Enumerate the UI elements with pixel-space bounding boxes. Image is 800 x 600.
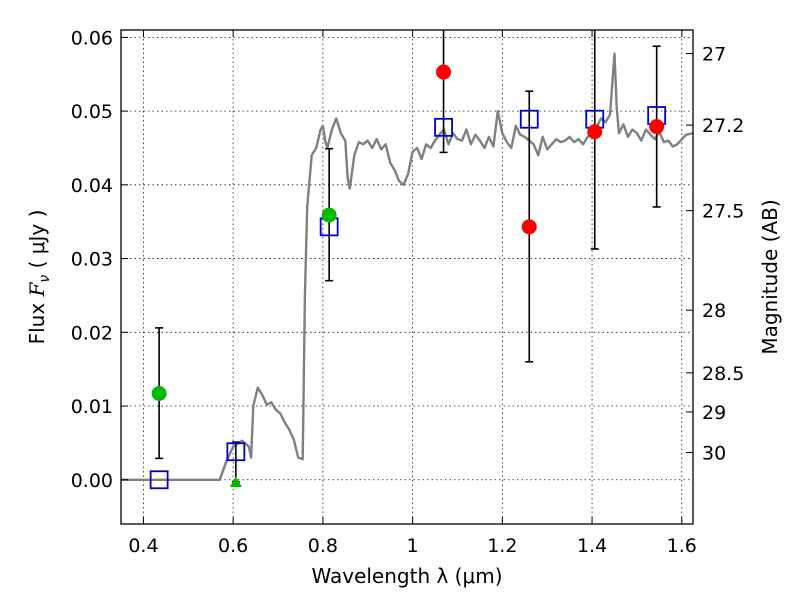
y-tick-label: 0.03 [71,249,113,271]
observed-flux-point [521,219,537,235]
observed-flux-point [649,119,665,135]
y-tick-label: 0.00 [71,470,113,492]
x-tick-label: 1 [407,535,419,557]
x-tick-label: 0.6 [218,535,248,557]
x-axis-title: Wavelength λ (μm) [311,564,502,588]
magnitude-tick-label: 30 [702,442,726,464]
y-axis-title-subscript: ν [37,275,53,283]
model-flux-square [149,470,169,490]
model-flux-square [519,109,539,129]
magnitude-tick-label: 29 [702,402,726,424]
plot-frame [120,29,694,525]
y-tick-label: 0.04 [71,175,113,197]
observed-flux-point [436,64,452,80]
observed-flux-point [321,207,337,223]
x-tick-label: 0.4 [128,535,158,557]
x-tick-label: 0.8 [308,535,338,557]
observed-flux-point [151,385,167,401]
y-tick-label: 0.02 [71,322,113,344]
y-axis-title-symbol: F [25,281,49,297]
x-tick-label: 1.6 [667,535,697,557]
magnitude-tick-label: 28.5 [702,363,744,385]
upper-limit-triangle [229,475,242,487]
axes-ticks [121,30,693,524]
magnitude-tick-label: 27.2 [702,115,744,137]
magnitude-tick-label: 27 [702,44,726,66]
y-axis-title-suffix: ( μJy ) [25,210,49,275]
model-flux-square [434,117,453,137]
axes-tick-labels: 0.4 0.6 0.8 1 1.2 1.4 1.6 0.00 0.01 0.02 0.03 0.04 0… [71,27,745,557]
y-axis-title: Flux Fν ( μJy ) [25,210,53,345]
y-axis-title-prefix: Flux [25,296,49,344]
y-tick-label: 0.01 [71,396,113,418]
model-flux-square [226,442,246,462]
y-tick-label: 0.06 [71,27,113,49]
observed-flux-point [587,124,603,140]
sed-model-line [121,52,693,481]
x-tick-label: 1.4 [577,535,607,557]
x-tick-label: 1.2 [487,535,517,557]
grid [121,30,693,524]
magnitude-tick-label: 28 [702,300,726,322]
plot-area [121,30,693,490]
right-axis-title: Magnitude (AB) [758,199,782,354]
magnitude-tick-label: 27.5 [702,201,744,223]
y-tick-label: 0.05 [71,101,113,123]
